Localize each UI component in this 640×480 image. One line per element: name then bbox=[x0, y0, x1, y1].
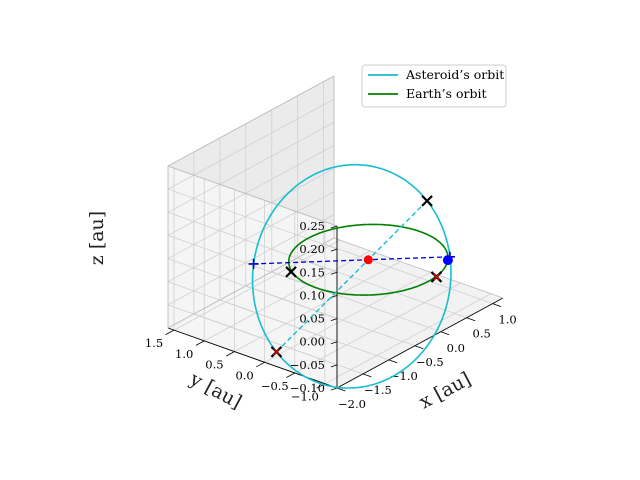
node-line bbox=[253, 256, 451, 265]
perihelion-marker bbox=[421, 195, 433, 207]
legend: Asteroid’s orbit Earth’s orbit bbox=[361, 64, 507, 108]
x-tick bbox=[440, 331, 450, 336]
z-grid-back bbox=[167, 98, 335, 190]
z-grid-side bbox=[167, 304, 338, 366]
x-grid-floor bbox=[323, 243, 493, 304]
y-tick bbox=[165, 329, 175, 335]
x-tick bbox=[414, 345, 424, 350]
y-tick bbox=[225, 351, 235, 357]
z-grid-back bbox=[167, 121, 335, 213]
z-tick bbox=[330, 387, 338, 391]
floor-edge bbox=[167, 237, 335, 329]
x-axis-label: x [au] bbox=[416, 368, 475, 413]
z-tick bbox=[330, 318, 338, 321]
x-tick-label: 0.0 bbox=[447, 341, 465, 355]
z-grid-back bbox=[167, 145, 335, 236]
wall-edge bbox=[167, 75, 335, 167]
x-tick bbox=[492, 303, 502, 307]
y-grid-floor bbox=[294, 282, 461, 374]
y-tick bbox=[195, 340, 205, 346]
z-grid-back bbox=[167, 168, 335, 259]
z-tick bbox=[330, 225, 338, 229]
z-tick-label: 0.05 bbox=[299, 312, 325, 326]
z-tick bbox=[330, 295, 338, 298]
x-tick-label: 0.5 bbox=[473, 327, 491, 341]
z-axis-label: z [au] bbox=[86, 211, 108, 265]
z-tick bbox=[330, 341, 338, 345]
sun-marker bbox=[363, 255, 373, 265]
y-tick-label: 1.0 bbox=[175, 347, 193, 361]
earth-marker-red bbox=[433, 273, 440, 281]
z-tick-label: 0.20 bbox=[299, 242, 325, 256]
x-tick bbox=[362, 373, 372, 378]
y-tick-label: 0.0 bbox=[235, 368, 253, 382]
z-tick-label: −0.10 bbox=[290, 381, 325, 395]
x-tick-label: −1.0 bbox=[390, 369, 418, 383]
y-grid-floor bbox=[324, 293, 492, 385]
z-tick bbox=[330, 271, 338, 275]
legend-earth-label: Earth’s orbit bbox=[406, 86, 487, 101]
z-grid-back bbox=[167, 191, 335, 283]
y-tick bbox=[256, 361, 265, 368]
z-tick-label: 0.10 bbox=[299, 288, 325, 302]
z-grid-back bbox=[167, 214, 335, 306]
axes-ticks: −2.0−1.5−1.0−0.50.00.51.0−1.0−0.50.00.51… bbox=[145, 219, 517, 411]
z-tick bbox=[330, 248, 338, 252]
y-tick bbox=[286, 372, 295, 378]
z-tick-label: 0.25 bbox=[299, 219, 325, 233]
y-tick-label: 1.5 bbox=[145, 336, 163, 350]
z-tick-label: 0.00 bbox=[299, 335, 325, 349]
z-tick-label: −0.05 bbox=[290, 358, 325, 372]
x-tick bbox=[388, 359, 398, 364]
x-grid-floor bbox=[297, 257, 467, 319]
x-grid-floor bbox=[271, 271, 441, 333]
node-marker bbox=[248, 258, 259, 269]
y-tick-label: 0.5 bbox=[205, 358, 223, 372]
axes-edges bbox=[167, 75, 504, 389]
y-grid-floor bbox=[204, 250, 371, 342]
y-grid-floor bbox=[264, 271, 431, 363]
x-tick-label: −2.0 bbox=[338, 397, 366, 411]
earth-marker bbox=[285, 266, 297, 278]
legend-asteroid-label: Asteroid’s orbit bbox=[405, 67, 504, 82]
asteroid-marker bbox=[442, 255, 453, 266]
apsidal-line bbox=[275, 200, 428, 353]
z-grid-side bbox=[167, 281, 338, 343]
z-grid-side bbox=[167, 188, 338, 250]
x-tick-label: −0.5 bbox=[416, 355, 444, 369]
floor-edge bbox=[333, 237, 504, 299]
x-tick-label: 1.0 bbox=[498, 313, 516, 327]
x-tick bbox=[466, 317, 476, 322]
wall-edge bbox=[167, 165, 338, 227]
orbit-markers bbox=[248, 195, 455, 358]
y-grid-floor bbox=[173, 239, 341, 331]
y-grid-floor bbox=[234, 261, 401, 352]
z-tick bbox=[330, 364, 338, 368]
x-tick-label: −1.5 bbox=[364, 383, 392, 397]
y-tick-label: −1.0 bbox=[291, 390, 319, 404]
x-axis-line bbox=[336, 297, 504, 389]
y-tick-label: −0.5 bbox=[261, 379, 289, 393]
z-tick-label: 0.15 bbox=[299, 265, 325, 279]
z-grid-side bbox=[167, 211, 338, 273]
x-tick bbox=[336, 387, 346, 392]
aphelion-marker-red bbox=[273, 348, 280, 356]
